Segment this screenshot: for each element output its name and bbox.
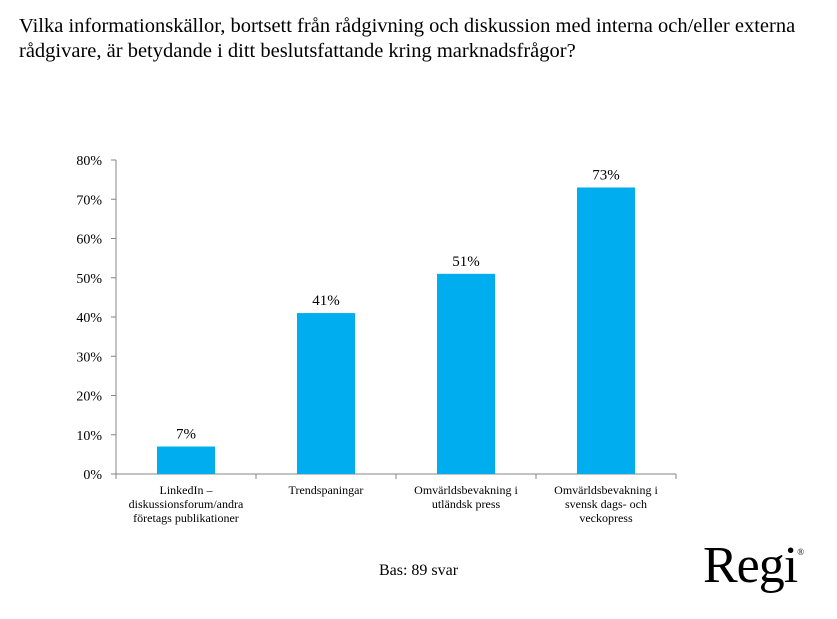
y-tick-label: 30% [76,350,102,365]
data-label: 51% [452,254,480,270]
category-label: Trendspaningar [289,483,364,497]
bar-chart: 0% 10% 20% 30% 40% 50% 60% 70% 80% 7% LinkedIn – di… [76,154,677,525]
y-tick-label: 0% [83,468,102,483]
y-tick-label: 80% [76,154,102,169]
data-label: 41% [312,293,340,309]
y-tick-label: 20% [76,390,102,405]
bar [157,446,215,474]
data-label: 7% [176,427,196,443]
bar [577,187,635,474]
regi-logo: Regi® [703,537,804,594]
logo-registered-mark: ® [797,547,804,557]
category-label: Omvärldsbevakning i svensk dags- och vecko… [554,483,658,525]
bar [297,313,355,474]
category-label: Omvärldsbevakning i utländsk press [414,483,518,511]
data-label: 73% [592,167,620,183]
category-label: LinkedIn – diskussionsforum/andra företags… [129,483,244,525]
y-tick-label: 10% [76,429,102,444]
chart-title: Vilka informationskällor, bortsett från … [19,15,796,62]
logo-text: Regi [703,537,798,594]
y-tick-label: 40% [76,311,102,326]
base-note: Bas: 89 svar [378,562,459,579]
y-tick-label: 60% [76,233,102,248]
y-tick-label: 70% [76,193,102,208]
bar [437,273,495,474]
y-tick-label: 50% [76,272,102,287]
